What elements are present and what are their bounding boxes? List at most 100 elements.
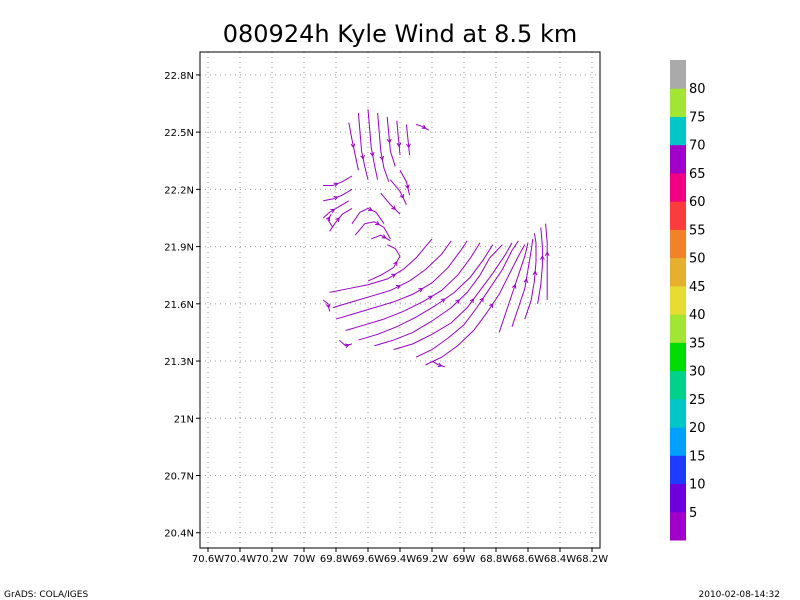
streamline-arrow <box>395 285 401 290</box>
streamline-arrow <box>469 298 475 304</box>
streamline <box>390 179 407 205</box>
streamline-layer <box>322 109 550 368</box>
y-tick-label: 20.4N <box>164 529 194 540</box>
colorbar-swatch <box>670 342 686 372</box>
y-tick-label: 22.8N <box>164 71 194 82</box>
y-tick-label: 21.6N <box>164 300 194 311</box>
colorbar-swatch <box>670 370 686 400</box>
streamline <box>380 192 401 215</box>
colorbar-label: 75 <box>689 110 706 125</box>
colorbar-swatch <box>670 427 686 456</box>
streamline <box>537 227 543 304</box>
x-tick-label: 68.8W <box>480 554 512 565</box>
colorbar-label: 40 <box>689 308 706 323</box>
colorbar-swatch <box>670 60 686 89</box>
x-tick-label: 70.6W <box>192 554 224 565</box>
streamline <box>405 124 411 156</box>
colorbar-swatch <box>670 172 686 202</box>
streamline-arrow <box>386 138 392 144</box>
x-tick-label: 68.6W <box>512 554 544 565</box>
x-tick-label: 69.4W <box>384 554 416 565</box>
streamline-arrow <box>540 255 545 260</box>
y-tick-label: 22.5N <box>164 128 194 139</box>
colorbar-label: 55 <box>689 223 706 238</box>
colorbar-swatch <box>670 398 686 428</box>
streamline-arrow <box>479 297 484 303</box>
streamline-arrow <box>440 298 446 303</box>
x-tick-label: 70.2W <box>256 554 288 565</box>
colorbar-label: 45 <box>689 280 706 295</box>
streamline-arrow <box>511 283 517 289</box>
streamline <box>545 223 548 300</box>
streamline <box>322 299 331 312</box>
streamline <box>358 244 494 341</box>
streamline <box>399 170 411 196</box>
streamline-arrow <box>393 260 398 266</box>
streamline <box>322 200 350 219</box>
streamline <box>367 109 379 180</box>
streamline-arrow <box>489 302 494 308</box>
colorbar-swatch <box>670 116 686 146</box>
streamline-arrow <box>381 234 387 239</box>
streamline-arrow <box>391 205 396 211</box>
streamline-arrow <box>325 216 331 222</box>
streamline-arrow <box>330 208 336 214</box>
colorbar-swatch <box>670 285 686 315</box>
streamline-arrow <box>437 362 443 368</box>
colorbar-label: 20 <box>689 421 706 436</box>
streamline-arrow <box>406 143 411 149</box>
streamline <box>425 244 526 366</box>
streamline <box>371 234 391 242</box>
y-tick-label: 20.7N <box>164 472 194 483</box>
streamline <box>393 242 513 351</box>
grid-layer <box>200 52 600 548</box>
colorbar-swatch <box>670 144 686 174</box>
streamline-arrow <box>333 182 339 188</box>
streamline-arrow <box>532 270 538 276</box>
colorbar-label: 35 <box>689 336 706 351</box>
chart-title: 080924h Kyle Wind at 8.5 km <box>223 20 577 48</box>
colorbar: 5 10 15 20 25 30 35 40 45 50 55 60 65 70 75 80 <box>670 60 706 541</box>
streamline <box>338 339 353 347</box>
colorbar-swatch <box>670 314 686 343</box>
x-tick-label: 68.4W <box>544 554 576 565</box>
streamline-arrow <box>396 142 402 148</box>
x-axis-ticks: 70.6W 70.4W 70.2W 70W 69.8W 69.6W 69.4W 69.2W 69… <box>192 548 608 565</box>
streamline-arrow <box>379 155 385 161</box>
colorbar-label: 70 <box>689 139 706 154</box>
x-tick-label: 69.6W <box>352 554 384 565</box>
streamline-arrow <box>421 124 427 129</box>
y-axis-ticks: 20.4N 20.7N 21N 21.3N 21.6N 21.9N 22.2N 22.5N 22… <box>164 71 200 540</box>
streamline-arrow <box>369 152 375 157</box>
streamline <box>431 360 445 368</box>
x-tick-label: 70.4W <box>224 554 256 565</box>
streamline-arrow <box>391 273 397 278</box>
streamline-arrow <box>523 277 529 283</box>
streamline <box>377 113 390 182</box>
streamline-arrow <box>375 220 381 226</box>
x-tick-label: 69W <box>453 554 476 565</box>
streamline-arrow <box>544 251 550 257</box>
streamline-arrow <box>367 206 373 212</box>
streamline-arrow <box>399 193 404 199</box>
streamline <box>357 113 369 180</box>
colorbar-label: 60 <box>689 195 706 210</box>
streamline <box>354 221 391 240</box>
streamline <box>498 242 529 333</box>
streamline-arrow <box>335 217 340 222</box>
streamline-arrow <box>350 143 356 149</box>
colorbar-label: 80 <box>689 82 706 97</box>
streamline <box>323 188 353 202</box>
colorbar-swatch <box>670 88 686 117</box>
streamline-arrow <box>325 303 331 309</box>
streamline-arrow <box>427 295 433 300</box>
y-tick-label: 21.9N <box>164 243 194 254</box>
colorbar-swatch <box>670 201 686 230</box>
colorbar-swatch <box>670 229 686 259</box>
colorbar-swatch <box>670 257 686 287</box>
colorbar-label: 65 <box>689 167 706 182</box>
y-tick-label: 22.2N <box>164 185 194 196</box>
streamline <box>511 238 534 327</box>
x-tick-label: 70W <box>293 554 316 565</box>
